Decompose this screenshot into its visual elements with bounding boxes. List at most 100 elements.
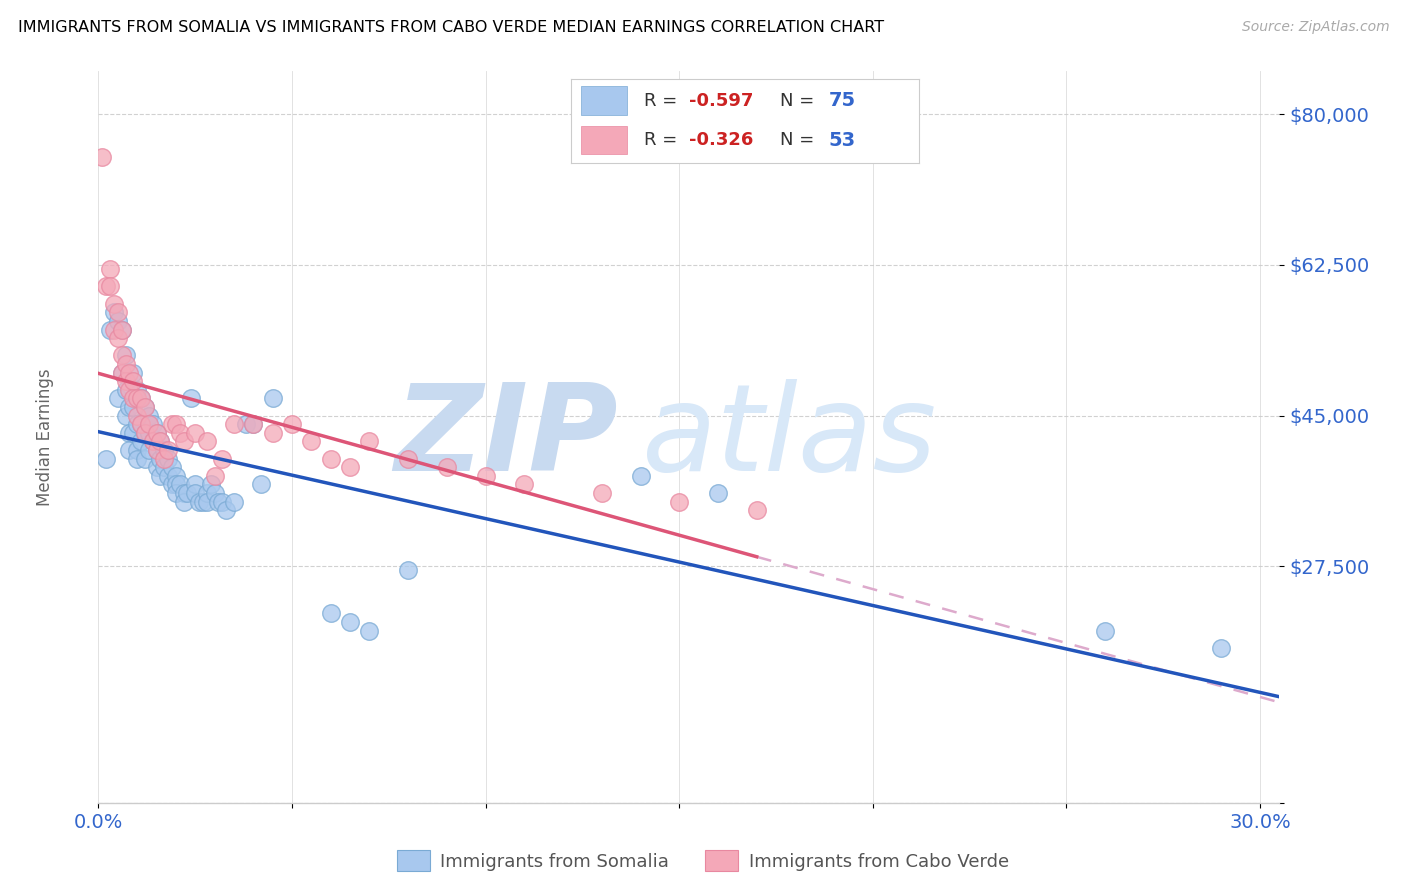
Point [242, 417, 264, 432]
Point [122, 425, 145, 440]
Point [191, 494, 214, 508]
Point [222, 417, 245, 432]
Point [242, 417, 264, 432]
Point [118, 425, 141, 440]
Point [129, 392, 152, 406]
Point [107, 314, 129, 328]
Point [188, 494, 211, 508]
Point [250, 477, 273, 491]
Point [134, 425, 156, 440]
Point [134, 425, 156, 440]
Point [299, 434, 322, 449]
Text: Median Earnings: Median Earnings [37, 368, 55, 506]
Point [1094, 624, 1116, 638]
Point [153, 442, 176, 457]
Point [142, 417, 165, 432]
Point [122, 366, 145, 380]
Point [129, 417, 152, 432]
Point [176, 486, 198, 500]
Point [745, 503, 768, 517]
Point [160, 477, 183, 491]
Point [96, 451, 118, 466]
Point [359, 624, 381, 638]
Point [127, 417, 149, 432]
Point [118, 366, 141, 380]
Legend: Immigrants from Somalia, Immigrants from Cabo Verde: Immigrants from Somalia, Immigrants from… [389, 843, 1017, 879]
Point [173, 494, 195, 508]
Point [111, 322, 134, 336]
Point [149, 434, 172, 449]
Point [281, 417, 304, 432]
Point [91, 150, 114, 164]
Point [127, 383, 149, 397]
Point [111, 366, 134, 380]
Point [153, 460, 176, 475]
Point [122, 400, 145, 414]
Point [165, 477, 187, 491]
Point [184, 425, 207, 440]
Point [204, 468, 226, 483]
Text: Source: ZipAtlas.com: Source: ZipAtlas.com [1241, 20, 1389, 34]
Point [165, 468, 187, 483]
Point [114, 348, 136, 362]
Point [118, 400, 141, 414]
Point [98, 262, 121, 277]
Point [111, 348, 134, 362]
Point [134, 400, 156, 414]
Point [129, 417, 152, 432]
Point [107, 305, 129, 319]
Point [707, 486, 730, 500]
Point [339, 615, 361, 629]
Point [200, 477, 222, 491]
Point [165, 417, 187, 432]
Point [134, 400, 156, 414]
Point [157, 451, 180, 466]
Point [396, 564, 419, 578]
Point [149, 451, 172, 466]
Point [103, 305, 125, 319]
Point [184, 486, 207, 500]
Point [114, 357, 136, 371]
Point [207, 494, 229, 508]
Point [145, 442, 167, 457]
Point [107, 392, 129, 406]
Point [114, 383, 136, 397]
Point [319, 607, 342, 621]
Point [145, 460, 167, 475]
Point [145, 442, 167, 457]
Point [169, 425, 191, 440]
Point [668, 494, 690, 508]
Point [138, 442, 160, 457]
Point [103, 322, 125, 336]
Point [173, 434, 195, 449]
Point [111, 322, 134, 336]
Point [222, 494, 245, 508]
Point [122, 374, 145, 388]
Point [211, 451, 233, 466]
Point [339, 460, 361, 475]
Point [396, 451, 419, 466]
Point [235, 417, 257, 432]
Point [359, 434, 381, 449]
Point [591, 486, 613, 500]
Point [215, 503, 238, 517]
Point [107, 331, 129, 345]
Point [165, 486, 187, 500]
Point [138, 409, 160, 423]
Point [127, 442, 149, 457]
Point [122, 392, 145, 406]
Point [129, 392, 152, 406]
Point [195, 434, 218, 449]
Point [114, 409, 136, 423]
Point [211, 494, 233, 508]
Point [160, 460, 183, 475]
Point [513, 477, 536, 491]
Point [142, 434, 165, 449]
Point [262, 392, 284, 406]
Point [630, 468, 652, 483]
Point [436, 460, 458, 475]
Point [145, 425, 167, 440]
Point [103, 296, 125, 310]
Point [118, 383, 141, 397]
Point [1211, 640, 1233, 655]
